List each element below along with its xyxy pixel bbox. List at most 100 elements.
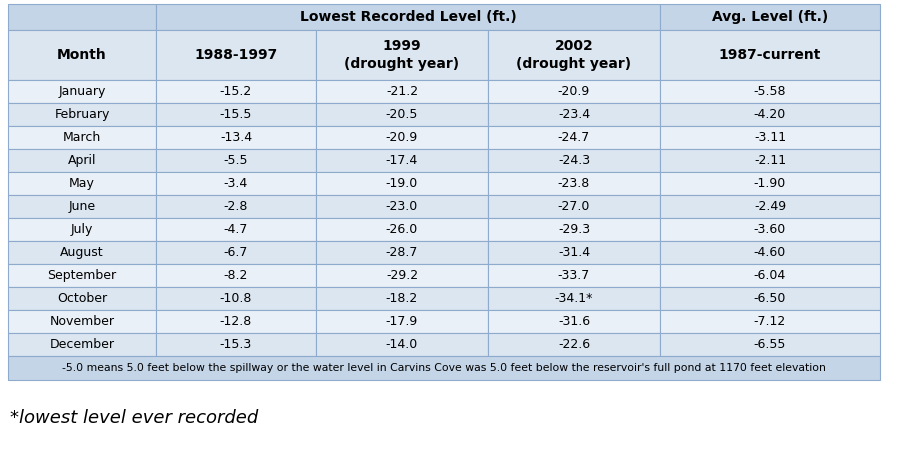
Bar: [156, 30, 316, 80]
Bar: [660, 149, 880, 172]
Text: -3.4: -3.4: [224, 177, 248, 190]
Text: -6.04: -6.04: [754, 269, 786, 282]
Text: -22.6: -22.6: [558, 338, 590, 351]
Bar: [156, 149, 316, 172]
Bar: [316, 241, 488, 264]
Text: November: November: [50, 315, 114, 328]
Text: -2.49: -2.49: [754, 200, 786, 213]
Text: -31.4: -31.4: [558, 246, 590, 259]
Bar: [488, 172, 660, 195]
Text: 1987-current: 1987-current: [719, 48, 821, 62]
Text: -27.0: -27.0: [558, 200, 590, 213]
Bar: [8, 4, 156, 30]
Text: -1.90: -1.90: [754, 177, 786, 190]
Bar: [660, 241, 880, 264]
Bar: [316, 172, 488, 195]
Text: -12.8: -12.8: [220, 315, 252, 328]
Text: July: July: [71, 223, 94, 236]
Bar: [8, 80, 156, 103]
Bar: [156, 310, 316, 333]
Bar: [8, 30, 156, 80]
Text: -5.0 means 5.0 feet below the spillway or the water level in Carvins Cove was 5.: -5.0 means 5.0 feet below the spillway o…: [62, 363, 826, 373]
Text: -4.7: -4.7: [224, 223, 248, 236]
Text: -5.58: -5.58: [754, 85, 787, 98]
Bar: [316, 149, 488, 172]
Text: -6.50: -6.50: [754, 292, 787, 305]
Text: June: June: [68, 200, 95, 213]
Text: -23.4: -23.4: [558, 108, 590, 121]
Text: 2002
(drought year): 2002 (drought year): [517, 40, 632, 71]
Bar: [660, 195, 880, 218]
Bar: [156, 4, 660, 30]
Text: -20.9: -20.9: [558, 85, 590, 98]
Bar: [156, 80, 316, 103]
Bar: [660, 30, 880, 80]
Text: -6.55: -6.55: [754, 338, 787, 351]
Text: -4.60: -4.60: [754, 246, 786, 259]
Text: May: May: [69, 177, 94, 190]
Bar: [660, 333, 880, 356]
Text: -28.7: -28.7: [386, 246, 418, 259]
Bar: [8, 356, 880, 380]
Bar: [660, 4, 880, 30]
Text: -17.9: -17.9: [386, 315, 418, 328]
Bar: [156, 126, 316, 149]
Bar: [488, 149, 660, 172]
Text: April: April: [68, 154, 96, 167]
Bar: [156, 218, 316, 241]
Text: -4.20: -4.20: [754, 108, 786, 121]
Bar: [156, 241, 316, 264]
Text: -2.11: -2.11: [754, 154, 786, 167]
Bar: [8, 333, 156, 356]
Text: -18.2: -18.2: [386, 292, 418, 305]
Bar: [660, 218, 880, 241]
Text: -17.4: -17.4: [386, 154, 418, 167]
Bar: [488, 264, 660, 287]
Text: -15.3: -15.3: [220, 338, 252, 351]
Bar: [488, 333, 660, 356]
Text: February: February: [54, 108, 110, 121]
Text: -21.2: -21.2: [386, 85, 418, 98]
Bar: [8, 126, 156, 149]
Text: -6.7: -6.7: [224, 246, 248, 259]
Bar: [8, 172, 156, 195]
Text: -10.8: -10.8: [220, 292, 252, 305]
Bar: [488, 80, 660, 103]
Text: -26.0: -26.0: [386, 223, 418, 236]
Text: -33.7: -33.7: [558, 269, 590, 282]
Bar: [156, 195, 316, 218]
Bar: [316, 103, 488, 126]
Bar: [660, 264, 880, 287]
Text: -31.6: -31.6: [558, 315, 590, 328]
Bar: [156, 333, 316, 356]
Bar: [316, 218, 488, 241]
Text: -3.11: -3.11: [754, 131, 786, 144]
Text: September: September: [48, 269, 117, 282]
Bar: [660, 80, 880, 103]
Bar: [8, 241, 156, 264]
Bar: [156, 172, 316, 195]
Bar: [660, 172, 880, 195]
Text: *lowest level ever recorded: *lowest level ever recorded: [10, 409, 258, 427]
Bar: [660, 287, 880, 310]
Bar: [488, 218, 660, 241]
Text: Lowest Recorded Level (ft.): Lowest Recorded Level (ft.): [300, 10, 517, 24]
Text: -23.0: -23.0: [386, 200, 418, 213]
Text: Avg. Level (ft.): Avg. Level (ft.): [712, 10, 828, 24]
Bar: [488, 310, 660, 333]
Bar: [488, 241, 660, 264]
Text: -29.3: -29.3: [558, 223, 590, 236]
Bar: [660, 310, 880, 333]
Text: 1999
(drought year): 1999 (drought year): [345, 40, 460, 71]
Text: -8.2: -8.2: [224, 269, 248, 282]
Bar: [156, 103, 316, 126]
Bar: [8, 218, 156, 241]
Text: -5.5: -5.5: [224, 154, 248, 167]
Text: -13.4: -13.4: [220, 131, 252, 144]
Bar: [316, 195, 488, 218]
Bar: [316, 30, 488, 80]
Bar: [488, 103, 660, 126]
Text: 1988-1997: 1988-1997: [194, 48, 277, 62]
Bar: [8, 103, 156, 126]
Text: August: August: [60, 246, 104, 259]
